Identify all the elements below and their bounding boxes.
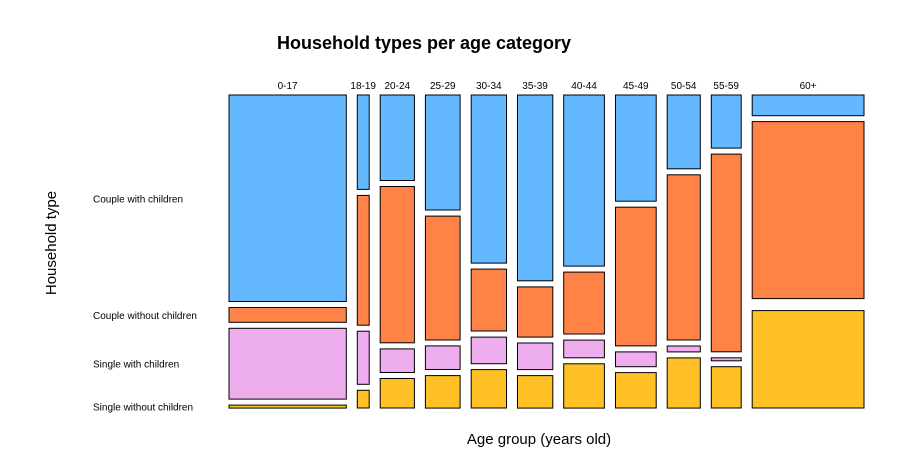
tile-35-39-3	[517, 94, 554, 282]
tile-55-59-3	[710, 94, 742, 149]
tile-60+-0	[751, 310, 865, 409]
tile-18-19-3	[356, 94, 370, 190]
column-label-50-54: 50-54	[671, 81, 697, 92]
column-label-0-17: 0-17	[278, 81, 298, 92]
tile-55-59-0	[710, 366, 742, 409]
tile-40-44-2	[563, 271, 605, 335]
mosaic-tiles	[228, 94, 865, 409]
tile-20-24-1	[379, 348, 415, 373]
tile-60+-3	[751, 94, 865, 117]
column-labels: 0-17 18-19 20-24 25-29 30-34 35-39 40-44 45-49 5…	[278, 81, 817, 92]
x-axis-title: Age group (years old)	[467, 431, 611, 448]
tile-18-19-1	[356, 330, 370, 385]
column-label-55-59: 55-59	[713, 81, 739, 92]
tile-25-29-2	[424, 215, 461, 341]
column-label-40-44: 40-44	[571, 81, 597, 92]
tile-25-29-0	[424, 375, 461, 409]
tile-18-19-0	[356, 389, 370, 409]
column-label-35-39: 35-39	[522, 81, 548, 92]
row-label-0: Couple with children	[93, 194, 183, 205]
column-label-30-34: 30-34	[476, 81, 502, 92]
tile-18-19-2	[356, 194, 370, 326]
tile-50-54-1	[666, 345, 701, 353]
tile-45-49-3	[615, 94, 657, 202]
tile-35-39-1	[517, 342, 554, 371]
column-label-18-19: 18-19	[350, 81, 376, 92]
tile-30-34-0	[470, 369, 508, 409]
tile-25-29-3	[424, 94, 461, 211]
tile-20-24-3	[379, 94, 415, 181]
y-axis-title: Household type	[43, 191, 60, 295]
tile-40-44-3	[563, 94, 605, 267]
row-label-3: Single without children	[93, 403, 193, 414]
tile-0-17-2	[228, 307, 347, 323]
tile-55-59-1	[710, 357, 742, 362]
tile-20-24-0	[379, 378, 415, 409]
tile-40-44-0	[563, 363, 605, 409]
tile-30-34-3	[470, 94, 508, 264]
tile-0-17-0	[228, 404, 347, 409]
tile-50-54-3	[666, 94, 701, 170]
tile-0-17-3	[228, 94, 347, 302]
tile-30-34-2	[470, 268, 508, 332]
tile-20-24-2	[379, 186, 415, 344]
row-label-2: Single with children	[93, 360, 179, 371]
tile-25-29-1	[424, 345, 461, 370]
tile-40-44-1	[563, 339, 605, 359]
tile-60+-2	[751, 121, 865, 300]
row-label-1: Couple without children	[93, 311, 197, 322]
row-labels: Couple with children Couple without child…	[93, 194, 197, 413]
tile-30-34-1	[470, 336, 508, 365]
column-label-20-24: 20-24	[385, 81, 411, 92]
tile-45-49-2	[615, 206, 657, 347]
tile-55-59-2	[710, 153, 742, 353]
tile-0-17-1	[228, 327, 347, 400]
column-label-45-49: 45-49	[623, 81, 649, 92]
tile-50-54-0	[666, 357, 701, 409]
tile-50-54-2	[666, 174, 701, 341]
chart-title: Household types per age category	[277, 33, 571, 53]
column-label-60+: 60+	[800, 81, 817, 92]
tile-35-39-2	[517, 286, 554, 338]
tile-35-39-0	[517, 375, 554, 409]
tile-45-49-0	[615, 372, 657, 409]
tile-45-49-1	[615, 351, 657, 368]
column-label-25-29: 25-29	[430, 81, 456, 92]
